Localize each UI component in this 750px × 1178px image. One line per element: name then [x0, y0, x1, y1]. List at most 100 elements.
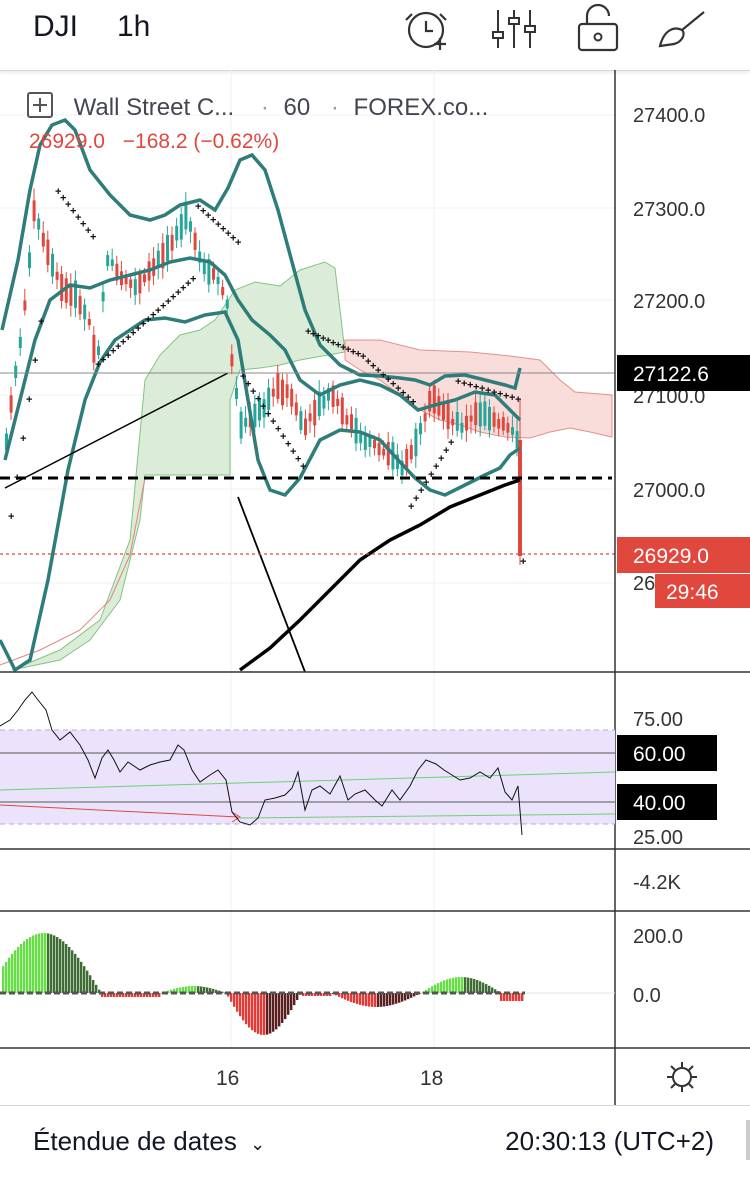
macd-bar [47, 933, 49, 993]
sar-point: + [410, 397, 416, 409]
symbol-button[interactable]: DJI [33, 10, 78, 44]
candle [470, 415, 473, 421]
crosshair-price: 27122.6 [633, 363, 709, 386]
legend-source: FOREX.co... [354, 94, 489, 121]
macd-bar [458, 977, 460, 993]
macd-bar [8, 958, 10, 993]
expand-legend-icon[interactable] [27, 92, 53, 118]
macd-bar [26, 939, 28, 993]
top-toolbar: DJI 1h [0, 0, 750, 71]
sar-point: + [520, 556, 526, 568]
macd-bar [239, 993, 241, 1016]
macd-label: 0.0 [633, 985, 661, 1007]
macd-bar [371, 993, 373, 1007]
candle [14, 366, 17, 378]
rsi-upper-value: 60.00 [633, 743, 686, 766]
rsi-label: 25.00 [633, 827, 683, 849]
lock-icon[interactable] [572, 4, 624, 54]
macd-bar [233, 993, 235, 1007]
candle [405, 449, 408, 468]
macd-bar [440, 982, 442, 993]
candle [447, 402, 450, 429]
macd-bar [5, 962, 7, 993]
candle [106, 255, 109, 266]
sar-point: + [300, 461, 306, 473]
candle [184, 202, 187, 230]
candle [253, 404, 256, 427]
drawing-brush-icon[interactable] [656, 4, 708, 54]
macd-bar [272, 993, 274, 1032]
indicators-icon[interactable] [488, 4, 540, 54]
candle [138, 273, 141, 293]
candle [134, 279, 137, 295]
macd-bar [464, 977, 466, 993]
macd-bar [284, 993, 286, 1019]
candle [497, 419, 500, 429]
price-label: 27000.0 [633, 480, 705, 502]
macd-bar [455, 977, 457, 993]
candle [235, 388, 238, 399]
macd-bar [365, 993, 367, 1006]
time-label: 16 [216, 1067, 239, 1090]
macd-bar [374, 993, 376, 1007]
sar-point: + [32, 355, 38, 367]
macd-bar [80, 962, 82, 993]
sar-point: + [38, 316, 44, 328]
scroll-edge [746, 1120, 750, 1160]
chart-canvas[interactable]: ++++++++++++++++++++++++++++++++++++++++… [0, 70, 750, 1105]
clock-display[interactable]: 20:30:13 (UTC+2) [505, 1126, 714, 1157]
candle [474, 402, 477, 425]
macd-bar [269, 993, 271, 1033]
macd-bar [356, 993, 358, 1004]
sar-point: + [20, 433, 26, 445]
candle [240, 412, 243, 439]
sar-point: + [8, 511, 14, 523]
macd-bar [71, 950, 73, 993]
candle [313, 400, 316, 425]
macd-bar [281, 993, 283, 1023]
macd-bar [368, 993, 370, 1007]
macd-bar [386, 993, 388, 1006]
macd-bar [446, 979, 448, 993]
legend-separator: · [331, 94, 339, 121]
candle [46, 240, 49, 265]
legend-timeframe: 60 [284, 94, 311, 121]
macd-bar [380, 993, 382, 1007]
macd-bar [38, 933, 40, 993]
settings-gear-icon[interactable] [667, 1062, 697, 1092]
macd-bar [275, 993, 277, 1029]
price-axis: 27400.0 27300.0 27200.0 27100.0 27000.0 … [633, 105, 705, 595]
sar-point: + [26, 394, 32, 406]
candle [286, 384, 289, 398]
candle [465, 416, 468, 431]
candle [451, 419, 454, 425]
interval-button[interactable]: 1h [117, 10, 150, 44]
candle [37, 218, 40, 229]
candle [143, 274, 146, 282]
candle [60, 274, 63, 301]
candle [281, 380, 284, 406]
macd-histogram [0, 933, 525, 1035]
date-range-button[interactable]: Étendue de dates ⌄ [33, 1126, 265, 1157]
macd-bar [41, 933, 43, 993]
macd-bar [482, 983, 484, 993]
alarm-add-icon[interactable] [402, 4, 454, 54]
countdown: 29:46 [666, 581, 719, 604]
candle [309, 413, 312, 421]
chart-legend: Wall Street C... · 60 · FOREX.co... [27, 92, 488, 122]
sar-point: + [448, 437, 454, 449]
rsi-lower-value: 40.00 [633, 792, 686, 815]
price-label: 27400.0 [633, 105, 705, 127]
candle [175, 226, 178, 241]
chevron-down-icon: ⌄ [250, 1134, 265, 1154]
macd-bar [251, 993, 253, 1030]
candle [506, 423, 509, 433]
candle [221, 287, 224, 295]
macd-bar [359, 993, 361, 1005]
macd-bar [59, 939, 61, 993]
macd-bar [17, 947, 19, 993]
candle [166, 235, 169, 261]
legend-change: −168.2 (−0.62%) [123, 130, 279, 153]
macd-bar [293, 993, 295, 1005]
macd-bar [236, 993, 238, 1012]
